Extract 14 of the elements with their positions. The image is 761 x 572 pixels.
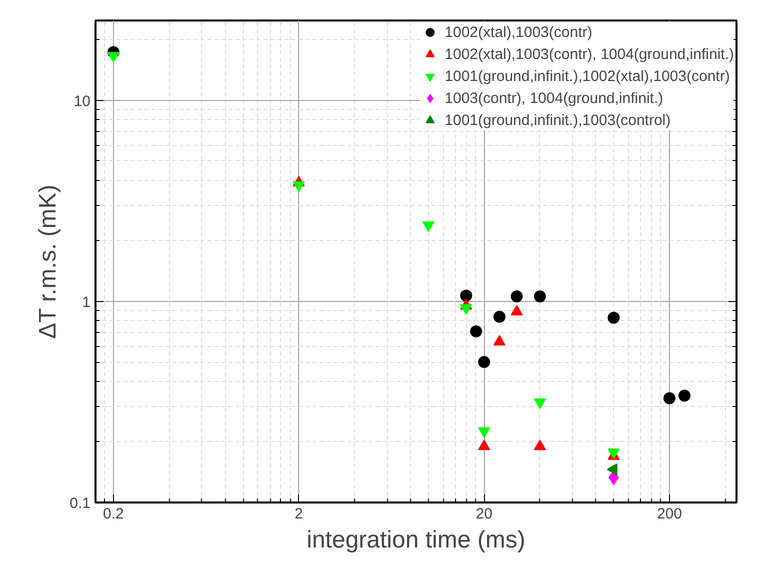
legend-label: 1002(xtal),1003(contr), 1004(ground,infinit.) — [444, 46, 734, 62]
x-tick-label: 20 — [476, 506, 492, 522]
x-axis-title: integration time (ms) — [306, 526, 526, 554]
legend-label: 1003(contr), 1004(ground,infinit.) — [444, 90, 664, 106]
legend-label: 1002(xtal),1003(contr) — [444, 24, 592, 40]
legend-label: 1001(ground,infinit.),1002(xtal),1003(contr) — [444, 68, 730, 84]
y-tick-label: 1 — [82, 294, 90, 311]
y-tick-label: 0.1 — [70, 495, 91, 512]
y-tick-label: 10 — [74, 92, 91, 110]
x-tick-label: 200 — [656, 506, 682, 522]
y-axis-title: ΔT r.m.s. (mK) — [34, 184, 62, 339]
legend-label: 1001(ground,infinit.),1003(control) — [444, 112, 671, 128]
x-tick-label: 0.2 — [103, 506, 124, 522]
x-tick-label: 2 — [294, 506, 303, 522]
